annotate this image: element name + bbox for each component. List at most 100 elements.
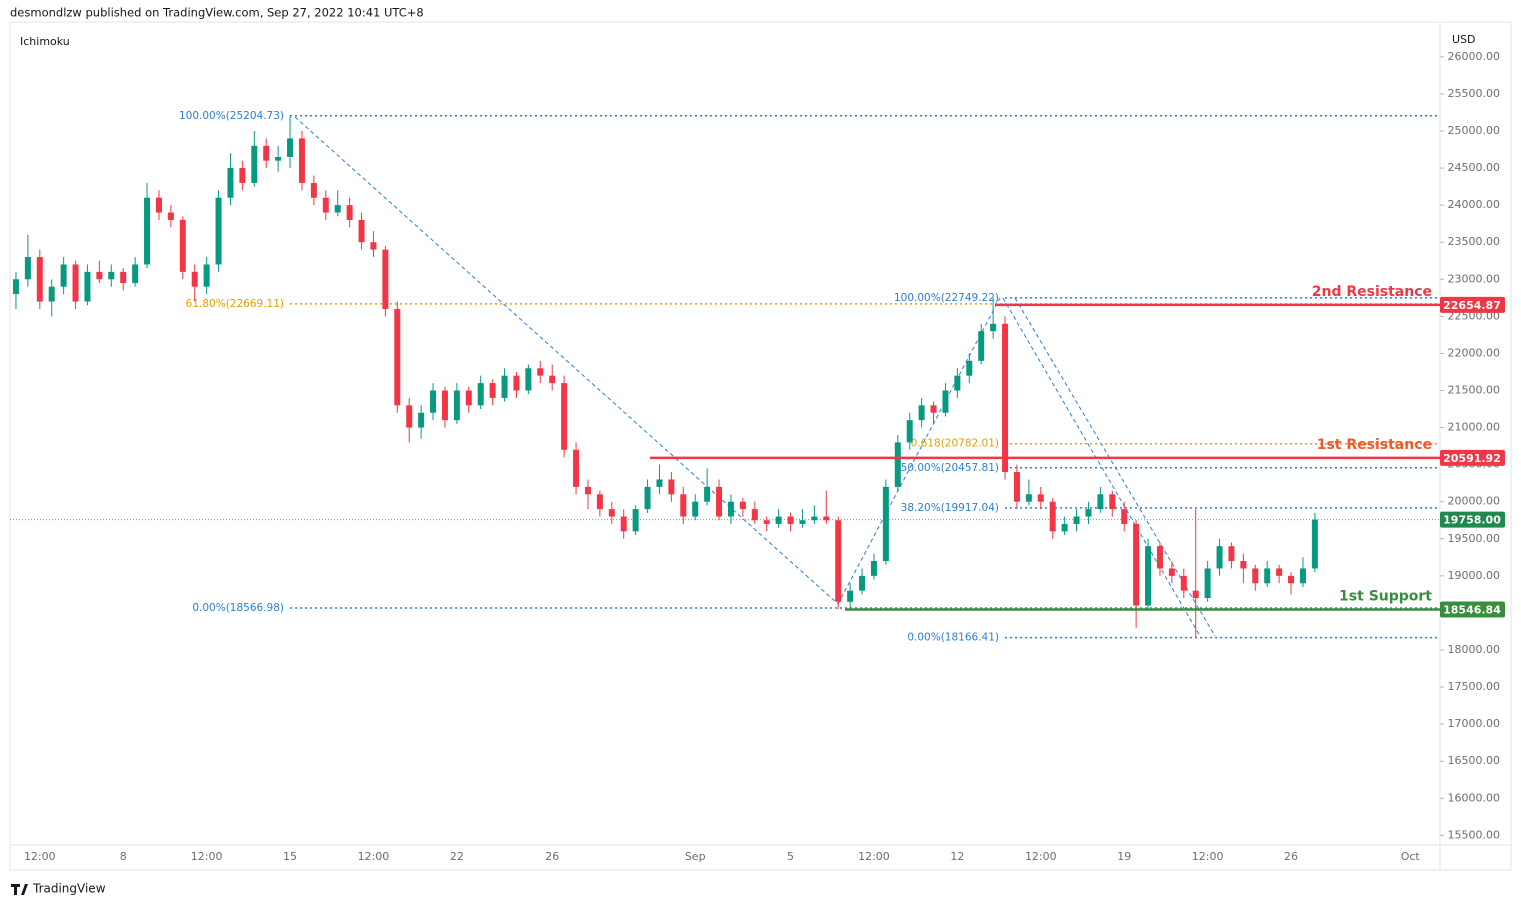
- candle-body: [549, 375, 556, 384]
- x-tick-label: 26: [545, 850, 559, 863]
- x-tick-label: 22: [450, 850, 464, 863]
- candle-body: [227, 168, 234, 198]
- candle-body: [346, 205, 353, 220]
- x-tick-label: 26: [1284, 850, 1298, 863]
- candle-body: [1168, 568, 1175, 576]
- price-tag-label: 20591.92: [1443, 452, 1501, 465]
- candle-body: [239, 168, 246, 183]
- y-tick-label: 17500.00: [1448, 680, 1501, 693]
- candle-body: [1228, 546, 1235, 562]
- frame: [9, 21, 1512, 871]
- candle-body: [918, 405, 925, 421]
- candle-body: [1097, 494, 1104, 510]
- x-tick-label: 12: [950, 850, 964, 863]
- fib-label: 61.80%(22669.11): [186, 298, 284, 310]
- x-tick-label: 12:00: [1025, 850, 1057, 863]
- candle-body: [72, 264, 79, 302]
- candle-body: [573, 449, 580, 487]
- candle-body: [489, 383, 496, 398]
- candle-body: [930, 405, 937, 413]
- price-tag: [1440, 449, 1505, 466]
- candle-body: [203, 264, 210, 287]
- candle-body: [1192, 590, 1199, 599]
- candle-body: [263, 145, 270, 161]
- y-tick-label: 23500.00: [1448, 235, 1501, 248]
- candle-body: [954, 375, 961, 391]
- candle-body: [36, 257, 43, 302]
- candle-body: [453, 390, 460, 421]
- candle-body: [894, 442, 901, 487]
- candle-body: [1049, 501, 1056, 532]
- candle-body: [370, 242, 377, 250]
- fib-label: 0.618(20782.01): [911, 438, 999, 450]
- level-name: 1st Support: [1339, 588, 1432, 604]
- candle-body: [1073, 516, 1080, 524]
- candle-body: [406, 405, 413, 428]
- fib-label: 100.00%(22749.22): [894, 292, 999, 304]
- x-tick-label: 5: [787, 850, 794, 863]
- candle-body: [1037, 494, 1044, 502]
- x-tick-label: 12:00: [1192, 850, 1224, 863]
- x-tick-label: 8: [120, 850, 127, 863]
- fib-label: 0.00%(18166.41): [907, 632, 999, 644]
- logo: [11, 884, 28, 895]
- candle-body: [1299, 568, 1306, 584]
- candle-body: [835, 520, 842, 602]
- y-tick-label: 16500.00: [1448, 754, 1501, 767]
- fib-trend-line: [294, 116, 839, 605]
- y-tick-label: 23000.00: [1448, 272, 1501, 285]
- candle-body: [823, 516, 830, 521]
- candle-body: [132, 264, 139, 283]
- candle-body: [966, 360, 973, 376]
- candle-body: [775, 516, 782, 524]
- candle-body: [465, 390, 472, 406]
- candle-body: [704, 486, 711, 502]
- footer-text: TradingView: [32, 882, 106, 896]
- candle-body: [763, 520, 770, 524]
- price-tag-label: 22654.87: [1443, 299, 1501, 312]
- price-tag: [1440, 296, 1505, 313]
- fib-trend-line: [837, 297, 1001, 605]
- fib-trend-line: [1002, 297, 1201, 637]
- x-tick-label: Oct: [1401, 850, 1421, 863]
- candle-body: [382, 249, 389, 309]
- candle-body: [12, 279, 19, 295]
- candle-body: [60, 264, 67, 287]
- candle-body: [632, 509, 639, 532]
- last-price-label: 19758.00: [1443, 514, 1501, 527]
- y-tick-label: 24000.00: [1448, 198, 1501, 211]
- candle-body: [1240, 561, 1247, 569]
- price-tag-label: 18546.84: [1443, 603, 1501, 616]
- candle-body: [978, 331, 985, 361]
- candle-body: [787, 516, 794, 524]
- x-tick-label: 12:00: [191, 850, 223, 863]
- candle-body: [1061, 523, 1068, 532]
- candle-body: [120, 271, 127, 283]
- candle-body: [1204, 568, 1211, 599]
- candle-body: [537, 368, 544, 376]
- candle-body: [167, 212, 174, 220]
- x-tick-label: 15: [283, 850, 297, 863]
- candle-body: [84, 271, 91, 302]
- fib-label: 0.00%(18566.98): [192, 602, 284, 614]
- y-tick-label: 25500.00: [1448, 87, 1501, 100]
- candle-body: [191, 271, 198, 287]
- candle-body: [1288, 575, 1295, 584]
- candle-body: [1121, 509, 1128, 524]
- candle-body: [561, 383, 568, 450]
- currency-label: USD: [1452, 33, 1476, 46]
- y-tick-label: 19000.00: [1448, 569, 1501, 582]
- candle-body: [155, 197, 162, 213]
- candle-body: [811, 516, 818, 521]
- candle-body: [334, 205, 341, 213]
- candle-body: [847, 590, 854, 602]
- y-tick-label: 21000.00: [1448, 421, 1501, 434]
- candle-body: [1311, 519, 1318, 569]
- y-tick-label: 16000.00: [1448, 791, 1501, 804]
- y-tick-label: 26000.00: [1448, 50, 1501, 63]
- candle-body: [1264, 568, 1271, 584]
- header: desmondlzw published on TradingView.com,…: [10, 6, 424, 20]
- candle-body: [108, 271, 115, 280]
- y-tick-label: 15500.00: [1448, 828, 1501, 841]
